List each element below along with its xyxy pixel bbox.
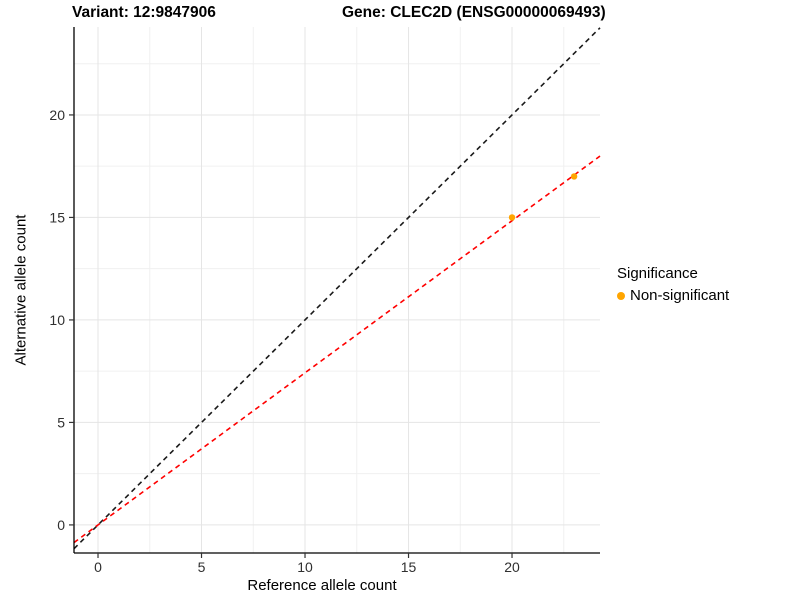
y-axis-title: Alternative allele count bbox=[12, 214, 30, 366]
gene-title: Gene: CLEC2D (ENSG00000069493) bbox=[342, 4, 606, 21]
legend-item: Non-significant bbox=[617, 287, 729, 304]
y-tick-label: 10 bbox=[49, 312, 65, 328]
x-tick-label: 0 bbox=[94, 559, 102, 575]
y-tick-label: 20 bbox=[49, 107, 65, 123]
data-point bbox=[570, 173, 578, 180]
x-tick-label: 10 bbox=[297, 559, 313, 575]
legend-title: Significance bbox=[617, 265, 698, 282]
x-tick-label: 15 bbox=[401, 559, 417, 575]
x-tick-label: 20 bbox=[504, 559, 520, 575]
legend: Significance Non-significant bbox=[617, 265, 729, 304]
regression-line bbox=[73, 155, 601, 544]
legend-item-label: Non-significant bbox=[630, 287, 730, 304]
x-axis-title: Reference allele count bbox=[247, 577, 397, 594]
variant-title: Variant: 12:9847906 bbox=[72, 4, 216, 21]
x-tick-label: 5 bbox=[198, 559, 206, 575]
y-tick-label: 15 bbox=[49, 209, 65, 225]
y-tick-label: 5 bbox=[57, 414, 65, 430]
data-point bbox=[508, 214, 516, 221]
identity-line bbox=[73, 27, 601, 550]
y-tick-label: 0 bbox=[57, 517, 65, 533]
point-marker-icon bbox=[617, 291, 625, 300]
